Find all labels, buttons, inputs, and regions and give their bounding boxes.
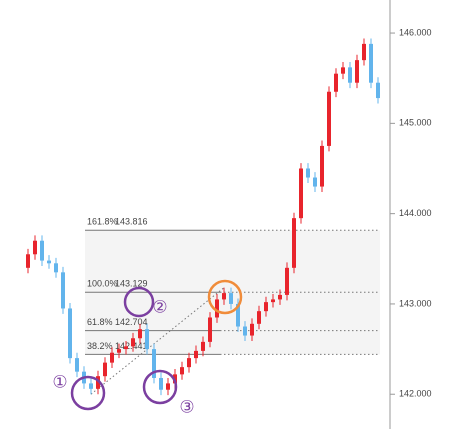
candle-body — [264, 302, 268, 312]
candle-body — [236, 303, 240, 327]
candle-body — [166, 383, 170, 390]
candle-body — [222, 293, 226, 300]
y-tick-label: 145.000 — [399, 118, 432, 128]
candle-body — [117, 349, 121, 353]
candle-body — [285, 267, 289, 295]
candle-body — [299, 168, 303, 219]
candle-body — [320, 145, 324, 187]
candle-body — [61, 272, 65, 309]
candle-body — [75, 358, 79, 372]
candle-body — [103, 362, 107, 377]
candle-body — [124, 346, 128, 350]
highlight-circle — [142, 369, 178, 405]
fib-value: 142.704 — [115, 317, 148, 327]
annotation-number: ③ — [179, 397, 194, 416]
fib-ratio: 100.0% — [87, 279, 118, 289]
candle-body — [131, 338, 135, 347]
candle-body — [68, 308, 72, 359]
highlight-circle — [207, 279, 243, 315]
candle-body — [250, 323, 254, 336]
y-tick-label: 142.000 — [399, 389, 432, 399]
candle-body — [313, 177, 317, 187]
candle-body — [33, 240, 37, 255]
annotation-number: ② — [152, 297, 167, 316]
candle-body — [47, 260, 51, 264]
candle-body — [257, 311, 261, 324]
candle-body — [292, 218, 296, 268]
candle-body — [278, 294, 282, 300]
candle-body — [187, 358, 191, 368]
candle-body — [369, 43, 373, 83]
candle-body — [110, 352, 114, 363]
annotation-number: ① — [52, 372, 67, 391]
candle-body — [26, 254, 30, 268]
fib-value: 143.816 — [115, 217, 148, 227]
candle-body — [159, 377, 163, 390]
candle-body — [229, 293, 233, 304]
candle-body — [201, 341, 205, 351]
candle-body — [243, 326, 247, 336]
y-tick-label: 146.000 — [399, 27, 432, 37]
candle-body — [348, 67, 352, 83]
candle-body — [376, 82, 380, 99]
candle-body — [194, 350, 198, 359]
fib-ratio: 38.2% — [87, 341, 113, 351]
y-tick-label: 143.000 — [399, 298, 432, 308]
candle-body — [180, 367, 184, 375]
fib-ratio: 61.8% — [87, 317, 113, 327]
candle-body — [327, 91, 331, 146]
candle-body — [362, 43, 366, 61]
highlight-circle — [123, 286, 155, 318]
candle-body — [89, 383, 93, 389]
candle-body — [355, 60, 359, 83]
candle-body — [271, 299, 275, 303]
y-tick-label: 144.000 — [399, 208, 432, 218]
candle-body — [54, 263, 58, 273]
candle-body — [208, 317, 212, 342]
candle-body — [152, 349, 156, 378]
candle-body — [96, 376, 100, 389]
candle-body — [138, 329, 142, 339]
candle-body — [40, 240, 44, 261]
candle-body — [334, 73, 338, 92]
candle-body — [306, 168, 310, 178]
fib-ratio: 161.8% — [87, 217, 118, 227]
highlight-circle — [70, 375, 106, 411]
candle-body — [341, 67, 345, 74]
trend-line — [90, 287, 225, 395]
candle-body — [145, 329, 149, 350]
fib-value: 143.129 — [115, 279, 148, 289]
candle-body — [215, 299, 219, 318]
